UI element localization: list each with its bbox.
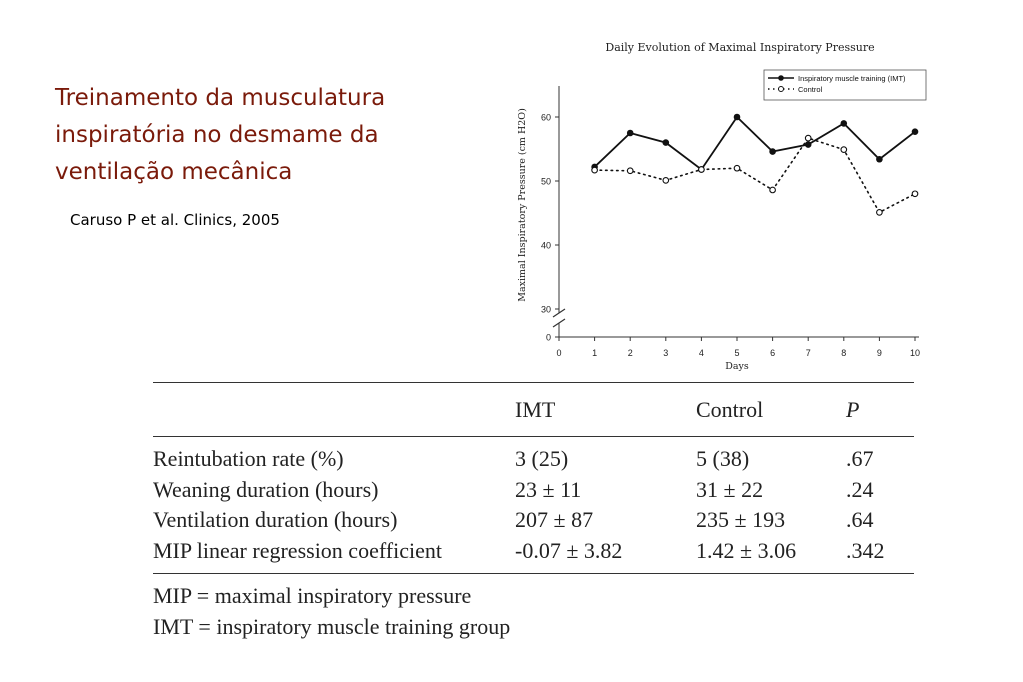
legend-label: Inspiratory muscle training (IMT) [798,74,906,83]
imt-data-point [840,120,848,127]
slide-title-line: Treinamento da musculatura [55,85,386,111]
control-data-point [769,186,776,194]
control-data-point [733,164,741,172]
row-imt-value: 23 ± 11 [515,476,582,502]
imt-data-point [626,129,634,137]
table-bottom-rule [153,573,914,574]
table-note: IMT = inspiratory muscle training group [153,614,511,639]
table-note: MIP = maximal inspiratory pressure [153,583,472,608]
x-tick-label: 9 [877,348,882,358]
x-tick-label: 6 [770,348,775,358]
imt-data-point [911,128,919,136]
table-header-control: Control [696,397,764,422]
slide-title: Treinamento da musculatura inspiratória … [55,80,475,191]
table-header-p: P [846,397,860,422]
legend-box [763,69,927,101]
legend-marker-imt [778,75,784,81]
row-control-value: 31 ± 22 [696,476,764,502]
control-data-point [804,134,812,142]
row-imt-value: 207 ± 87 [515,507,594,532]
row-p-value: .64 [846,507,874,532]
chart-title: Daily Evolution of Maximal Inspiratory P… [605,41,875,54]
row-label: Ventilation duration (hours) [153,507,398,532]
y-tick-label: 0 [546,333,551,343]
control-data-point [626,167,634,175]
x-tick-label: 1 [592,348,597,358]
x-tick-label: 3 [663,348,668,358]
table-notes: MIP = maximal inspiratory pressure IMT =… [153,580,914,642]
row-label: Weaning duration (hours) [153,476,379,502]
imt-data-point [662,139,670,146]
table-top-rule [153,382,914,383]
slide-title-line: inspiratória no desmame da [55,122,379,148]
x-axis-label: Days [725,361,749,372]
citation: Caruso P et al. Clinics, 2005 [70,211,280,229]
x-tick-label: 7 [806,348,811,358]
imt-data-point [769,148,776,155]
control-data-point [876,209,883,216]
row-control-value: 5 (38) [696,446,750,471]
x-tick-label: 0 [556,348,561,358]
x-tick-label: 4 [699,348,704,358]
imt-data-point [804,141,812,148]
table-header-imt: IMT [515,397,556,422]
x-tick-label: 5 [734,348,739,358]
row-label: Reintubation rate (%) [153,446,344,471]
table-row: Reintubation rate (%) 3 (25) 5 (38) .67 [153,444,914,475]
row-control-value: 1.42 ± 3.06 [696,537,797,563]
control-data-point [698,166,705,173]
imt-data-point [733,113,741,121]
y-tick-label: 50 [541,177,551,187]
table-row: Ventilation duration (hours) 207 ± 87 23… [153,505,914,536]
table-header-row: IMT Control P [153,383,914,436]
imt-data-point [876,155,883,163]
row-imt-value: 3 (25) [515,446,569,471]
row-p-value: .342 [846,537,885,563]
imt-series-line [593,115,916,171]
y-axis-label: Maximal Inspiratory Pressure (cm H2O) [517,108,528,302]
results-table: IMT Control P Reintubation rate (%) 3 (2… [153,382,914,642]
control-data-point [911,190,919,198]
legend-marker-control [778,86,784,92]
table-row: Weaning duration (hours) 23 ± 11 31 ± 22… [153,475,914,506]
x-tick-label: 10 [910,348,920,358]
control-data-point [662,177,670,184]
legend-label: Control [798,85,823,94]
y-tick-label: 40 [541,241,551,251]
row-imt-value: -0.07 ± 3.82 [515,537,623,563]
slide-title-line: ventilação mecânica [55,159,293,185]
y-tick-label: 30 [541,305,551,315]
mip-line-chart: 0 30 40 50 60 0 1 2 3 4 5 6 7 8 9 10 Days Maximal Inspira… [517,69,927,372]
row-p-value: .24 [846,476,874,502]
row-label: MIP linear regression coefficient [153,537,442,563]
control-data-point [840,146,848,153]
table-header-rule [153,436,914,437]
control-data-point [591,166,598,174]
x-tick-label: 8 [841,348,846,358]
table-row: MIP linear regression coefficient -0.07 … [153,536,914,567]
table-header-cell [153,383,515,436]
y-tick-label: 60 [541,113,551,123]
row-control-value: 235 ± 193 [696,507,786,532]
row-p-value: .67 [846,446,874,471]
x-tick-label: 2 [628,348,633,358]
control-series-line [593,137,916,214]
y-axis-break-mark [552,308,566,328]
